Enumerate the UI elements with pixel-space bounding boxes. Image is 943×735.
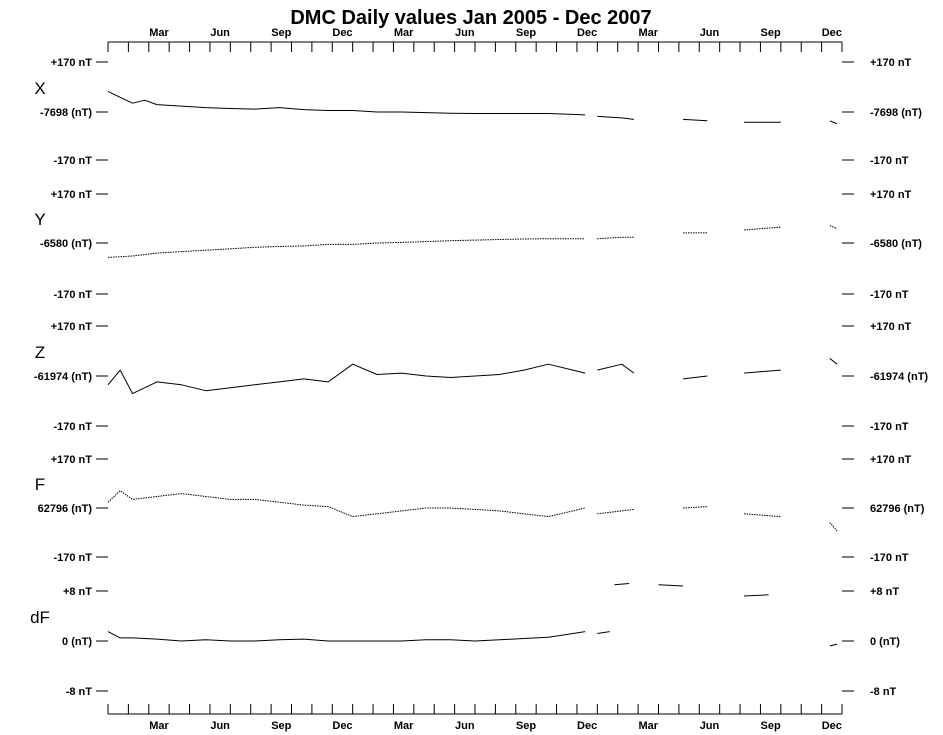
right-bottom-label: -8 nT [870, 686, 897, 698]
series-line-dF [614, 583, 630, 586]
right-bottom-label: -170 nT [870, 289, 909, 301]
panel-name: Y [34, 210, 45, 229]
left-bottom-label: -170 nT [53, 552, 92, 564]
series-line-X [597, 115, 635, 120]
left-top-label: +170 nT [51, 321, 93, 333]
series-line-dF [744, 594, 769, 597]
bottom-month-label: Jun [210, 720, 230, 732]
left-mid-label: -6580 (nT) [40, 238, 92, 250]
bottom-month-label: Mar [639, 720, 659, 732]
bottom-time-axis: Mar Jun Sep Dec Mar Jun Sep Dec Mar Jun Sep Dec [107, 704, 843, 732]
left-mid-label: 62796 (nT) [38, 503, 93, 515]
left-bottom-label: -8 nT [66, 686, 93, 698]
top-month-label: Dec [577, 27, 597, 39]
top-month-label: Mar [149, 27, 169, 39]
top-month-label: Dec [332, 27, 352, 39]
right-mid-label: -6580 (nT) [870, 238, 922, 250]
series-line-Y [107, 238, 586, 258]
right-bottom-label: -170 nT [870, 552, 909, 564]
series-line-Z [744, 369, 781, 374]
panel-F: +170 nT 62796 (nT) -170 nT F +170 nT 62796 (n… [35, 454, 925, 564]
panel-Z: +170 nT -61974 (nT) -170 nT Z +170 nT -61974 … [34, 321, 928, 433]
top-month-label: Jun [455, 27, 475, 39]
right-top-label: +170 nT [870, 57, 912, 69]
top-month-label: Dec [822, 27, 842, 39]
panel-name: Z [35, 343, 45, 362]
top-month-label: Jun [210, 27, 230, 39]
right-top-label: +8 nT [870, 586, 899, 598]
left-bottom-label: -170 nT [53, 155, 92, 167]
bottom-month-label: Sep [516, 720, 536, 732]
series-line-dF [597, 631, 610, 634]
series-line-dF [829, 643, 838, 647]
panel-name: X [34, 79, 45, 98]
left-bottom-label: -170 nT [53, 421, 92, 433]
series-line-X [682, 118, 708, 122]
bottom-month-label: Dec [577, 720, 597, 732]
series-line-Z [829, 358, 838, 365]
series-line-X [829, 120, 838, 125]
series-line-Z [107, 363, 586, 395]
left-mid-label: -7698 (nT) [40, 107, 92, 119]
top-month-label: Mar [639, 27, 659, 39]
right-mid-label: 62796 (nT) [870, 503, 925, 515]
series-line-F [682, 506, 708, 509]
right-mid-label: 0 (nT) [870, 636, 900, 648]
bottom-month-label: Jun [700, 720, 720, 732]
bottom-month-label: Dec [822, 720, 842, 732]
top-month-label: Sep [271, 27, 291, 39]
top-time-axis: Mar Jun Sep Dec Mar Jun Sep Dec Mar Jun Sep Dec [107, 27, 843, 52]
panels: +170 nT -7698 (nT) -170 nT X +170 nT -7698 (n… [30, 57, 928, 698]
panel-name: dF [30, 608, 50, 627]
left-mid-label: 0 (nT) [62, 636, 92, 648]
right-mid-label: -61974 (nT) [870, 371, 928, 383]
panel-X: +170 nT -7698 (nT) -170 nT X +170 nT -7698 (n… [34, 57, 922, 167]
left-top-label: +8 nT [63, 586, 92, 598]
panel-Y: +170 nT -6580 (nT) -170 nT Y +170 nT -6580 (n… [34, 189, 922, 301]
series-line-Y [744, 226, 781, 231]
series-line-Y [597, 236, 634, 240]
bottom-month-label: Jun [455, 720, 475, 732]
series-line-F [829, 522, 838, 532]
left-mid-label: -61974 (nT) [34, 371, 92, 383]
series-line-F [597, 508, 635, 515]
series-line-F [744, 513, 781, 518]
chart-title: DMC Daily values Jan 2005 - Dec 2007 [290, 7, 651, 29]
series-line-X [107, 90, 586, 116]
right-bottom-label: -170 nT [870, 421, 909, 433]
series-line-dF [658, 584, 684, 587]
right-top-label: +170 nT [870, 454, 912, 466]
right-mid-label: -7698 (nT) [870, 107, 922, 119]
panel-name: F [35, 475, 45, 494]
left-top-label: +170 nT [51, 57, 93, 69]
top-month-label: Sep [516, 27, 536, 39]
right-top-label: +170 nT [870, 189, 912, 201]
bottom-month-label: Mar [394, 720, 414, 732]
series-line-Z [597, 363, 635, 374]
series-line-dF [107, 631, 586, 642]
right-top-label: +170 nT [870, 321, 912, 333]
top-month-label: Sep [761, 27, 781, 39]
left-top-label: +170 nT [51, 189, 93, 201]
bottom-month-label: Mar [149, 720, 169, 732]
left-top-label: +170 nT [51, 454, 93, 466]
series-line-Z [682, 375, 708, 380]
top-month-label: Mar [394, 27, 414, 39]
series-line-F [107, 490, 586, 518]
bottom-month-label: Sep [761, 720, 781, 732]
bottom-month-label: Sep [271, 720, 291, 732]
top-month-label: Jun [700, 27, 720, 39]
series-line-Y [829, 225, 838, 230]
left-bottom-label: -170 nT [53, 289, 92, 301]
panel-dF: +8 nT 0 (nT) -8 nT dF +8 nT 0 (nT) -8 nT [30, 583, 900, 698]
bottom-month-label: Dec [332, 720, 352, 732]
right-bottom-label: -170 nT [870, 155, 909, 167]
